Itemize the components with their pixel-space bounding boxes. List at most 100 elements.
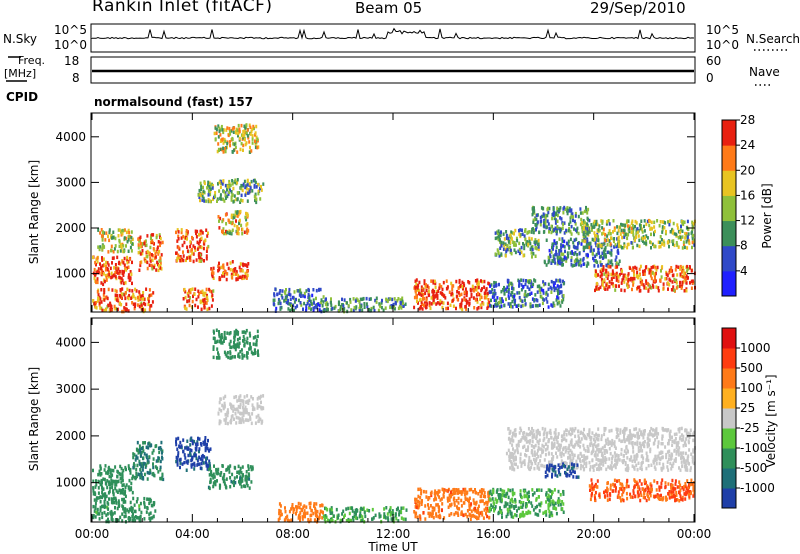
heatmap-cell [236,277,239,281]
heatmap-cell [92,504,95,509]
heatmap-cell [288,292,291,296]
colorbar-segment [722,145,736,171]
heatmap-cell [197,295,200,299]
heatmap-cell [107,234,109,239]
heatmap-cell [130,481,133,486]
heatmap-cell [106,268,109,272]
heatmap-cell [92,515,95,520]
heatmap-cell [231,182,234,186]
heatmap-cell [361,519,364,523]
heatmap-cell [597,246,600,251]
heatmap-cell [383,507,386,511]
heatmap-cell [220,471,223,475]
heatmap-cell [460,304,463,308]
heatmap-cell [593,224,596,229]
heatmap-cell [108,497,110,501]
heatmap-cell [97,297,100,301]
heatmap-cell [570,232,573,236]
heatmap-cell [415,293,418,298]
heatmap-cell [151,504,154,508]
heatmap-cell [200,187,203,192]
heatmap-cell [581,238,584,243]
heatmap-cell [107,502,110,506]
heatmap-cell [595,252,598,257]
heatmap-cell [251,127,254,132]
heatmap-cell [153,473,156,478]
heatmap-cell [474,298,477,302]
heatmap-cell [223,231,226,236]
heatmap-cell [330,519,333,523]
heatmap-cell [234,355,236,359]
heatmap-cell [614,243,617,247]
heatmap-cell [569,230,572,234]
heatmap-cell [138,268,141,272]
heatmap-cell [460,292,463,297]
heatmap-cell [150,304,153,308]
heatmap-cell [549,502,552,507]
heatmap-cell [622,223,625,227]
heatmap-cell [98,301,101,305]
heatmap-cell [670,266,673,270]
heatmap-cell [614,265,617,269]
heatmap-cell [200,184,203,188]
heatmap-cell [459,490,462,495]
heatmap-cell [224,394,227,399]
heatmap-cell [342,509,345,513]
heatmap-cell [681,229,684,233]
heatmap-cell [146,260,149,265]
heatmap-cell [122,483,125,487]
heatmap-cell [116,307,119,312]
heatmap-cell [650,232,652,237]
heatmap-cell [177,234,180,239]
heatmap-cell [257,182,259,187]
heatmap-cell [257,413,260,418]
heatmap-cell [538,502,541,507]
heatmap-cell [523,490,526,494]
heatmap-cell [103,502,106,506]
heatmap-cell [691,227,694,231]
heatmap-cell [529,510,532,515]
heatmap-cell [528,280,531,284]
heatmap-cell [129,471,132,475]
heatmap-cell [147,297,150,301]
heatmap-cell [229,420,232,424]
heatmap-cell [636,270,639,275]
heatmap-cell [643,219,646,223]
heatmap-cell [649,274,652,278]
heatmap-cell [135,471,138,476]
heatmap-cell [110,248,113,253]
heatmap-cell [220,124,223,129]
heatmap-cell [597,244,600,248]
heatmap-cell [250,395,253,399]
heatmap-cell [580,217,583,222]
heatmap-cell [550,230,553,235]
heatmap-cell [623,232,626,236]
heatmap-cell [103,288,106,292]
heatmap-cell [535,227,537,232]
heatmap-cell [562,279,564,284]
heatmap-cell [416,503,419,507]
heatmap-cell [138,473,141,477]
heatmap-cell [108,270,110,274]
heatmap-cell [225,485,228,490]
heatmap-cell [310,302,313,306]
heatmap-cell [525,241,528,245]
heatmap-cell [132,294,135,299]
heatmap-cell [527,490,530,494]
colorbar-tick-label: 12 [740,214,755,228]
heatmap-cell [247,191,249,195]
heatmap-cell [626,224,629,228]
heatmap-cell [681,246,684,250]
heatmap-cell [500,240,503,245]
heatmap-cell [230,345,233,350]
heatmap-cell [600,273,603,277]
heatmap-cell [96,512,99,516]
heatmap-cell [155,268,158,272]
heatmap-cell [107,465,110,470]
heatmap-cell [545,493,548,497]
heatmap-cell [442,294,445,298]
heatmap-cell [229,140,231,144]
heatmap-cell [229,261,232,265]
heatmap-cell [96,256,99,260]
heatmap-cell [550,250,553,254]
